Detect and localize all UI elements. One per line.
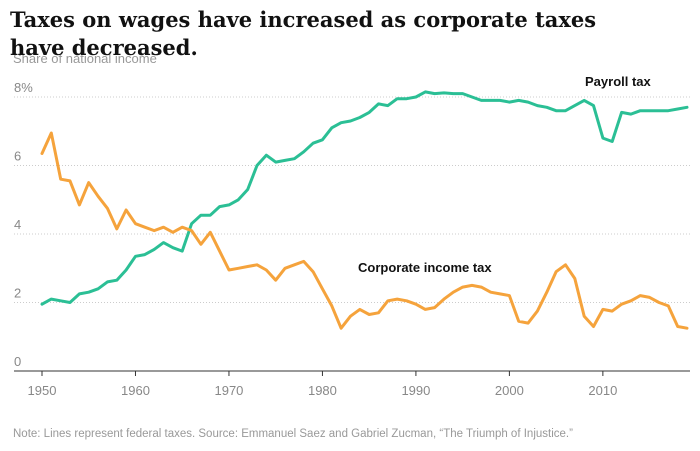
series-labels: Payroll tax Corporate income tax [358, 74, 652, 275]
corporate-income-tax-label: Corporate income tax [358, 260, 492, 275]
x-tick-label: 1980 [308, 383, 337, 398]
payroll-tax-label: Payroll tax [585, 74, 652, 89]
y-tick-label: 4 [14, 217, 21, 232]
grid-lines [14, 96, 690, 372]
chart-note: Note: Lines represent federal taxes. Sou… [13, 428, 573, 440]
payroll-tax-line [40, 90, 689, 306]
x-tick-label: 1950 [28, 383, 57, 398]
corporate-income-tax-line [40, 131, 689, 330]
series-lines [40, 90, 689, 330]
y-axis-ticks: 0 2 4 6 8% [14, 80, 33, 369]
y-tick-label: 8% [14, 80, 33, 95]
y-axis-label: Share of national income [13, 51, 157, 66]
y-tick-label: 6 [14, 149, 21, 164]
x-tick-label: 1960 [121, 383, 150, 398]
y-tick-label: 0 [14, 354, 21, 369]
x-tick-label: 2010 [588, 383, 617, 398]
chart-title: Taxes on wages have increased as corpora… [10, 7, 597, 60]
y-tick-label: 2 [14, 286, 21, 301]
x-tick-label: 1990 [401, 383, 430, 398]
x-tick-label: 1970 [214, 383, 243, 398]
x-axis-ticks: 1950 1960 1970 1980 1990 2000 2010 [28, 371, 617, 398]
x-tick-label: 2000 [495, 383, 524, 398]
